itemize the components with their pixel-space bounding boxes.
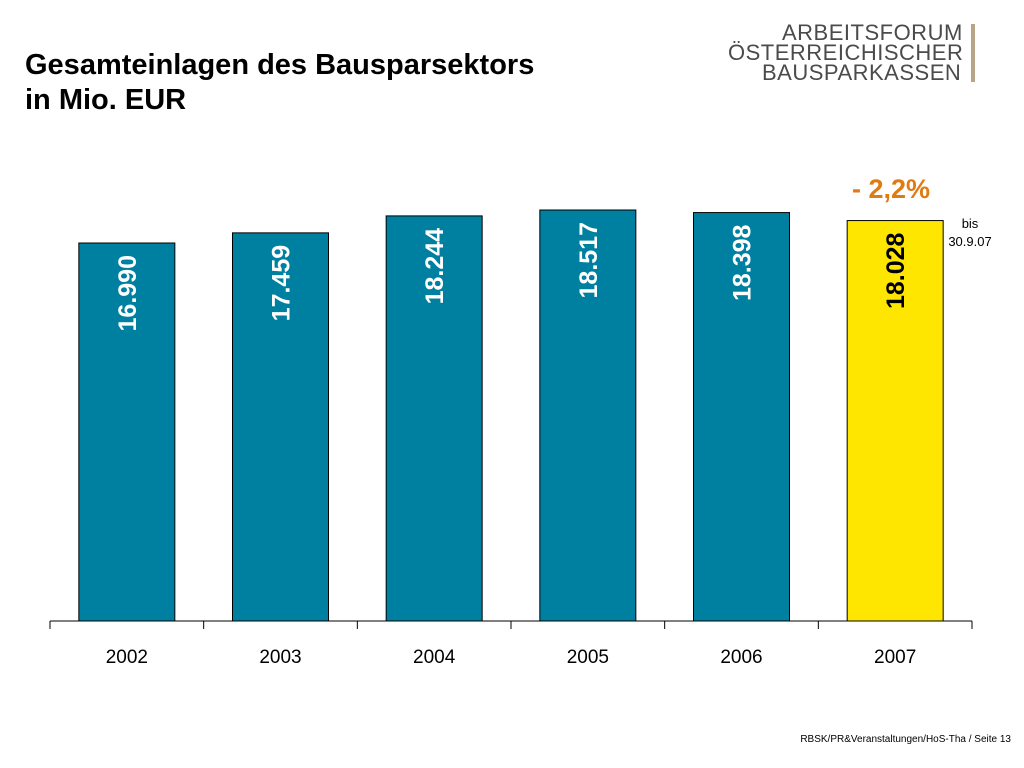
chart-title-line2: in Mio. EUR <box>25 84 187 116</box>
x-tick-label-2006: 2006 <box>720 647 762 668</box>
period-note-line1: bis <box>962 216 979 231</box>
bar-2003 <box>232 232 329 622</box>
data-label-2004: 18.244 <box>421 228 449 305</box>
organization-logo: ARBEITSFORUM ÖSTERREICHISCHER BAUSPARKAS… <box>728 20 988 86</box>
data-label-2005: 18.517 <box>575 222 603 298</box>
data-label-2007: 18.028 <box>882 232 910 309</box>
x-tick-label-2003: 2003 <box>259 647 301 668</box>
change-annotation: - 2,2% <box>852 174 930 204</box>
logo-line1: ARBEITSFORUM <box>782 20 963 45</box>
chart-title-line1: Gesamteinlagen des Bausparsektors <box>25 49 535 81</box>
x-tick-label-2004: 2004 <box>413 647 456 668</box>
bar-2006 <box>693 212 790 622</box>
data-label-2002: 16.990 <box>114 255 142 331</box>
data-label-2006: 18.398 <box>729 224 757 301</box>
bar-2002 <box>78 242 176 622</box>
logo-line2: ÖSTERREICHISCHER <box>728 40 964 65</box>
bar-2007 <box>846 220 944 622</box>
bars-layer <box>78 209 944 622</box>
x-tick-label-2005: 2005 <box>567 647 609 668</box>
x-tick-label-2007: 2007 <box>874 647 916 668</box>
labels-layer: 16.990 2002 17.459 2003 18.244 2004 18.517 2005… <box>106 222 917 668</box>
logo-line3: BAUSPARKASSEN <box>762 60 962 85</box>
x-axis <box>49 620 973 629</box>
chart-title: Gesamteinlagen des Bausparsektors in Mio… <box>25 48 534 118</box>
logo-accent-bar <box>971 24 975 82</box>
footer-text: RBSK/PR&Veranstaltungen/HoS-Tha / Seite … <box>800 734 1011 745</box>
data-label-2003: 17.459 <box>268 245 296 321</box>
bar-2004 <box>385 215 483 622</box>
period-note-line2: 30.9.07 <box>948 234 991 249</box>
x-tick-label-2002: 2002 <box>106 647 148 668</box>
bar-2005 <box>539 209 637 622</box>
